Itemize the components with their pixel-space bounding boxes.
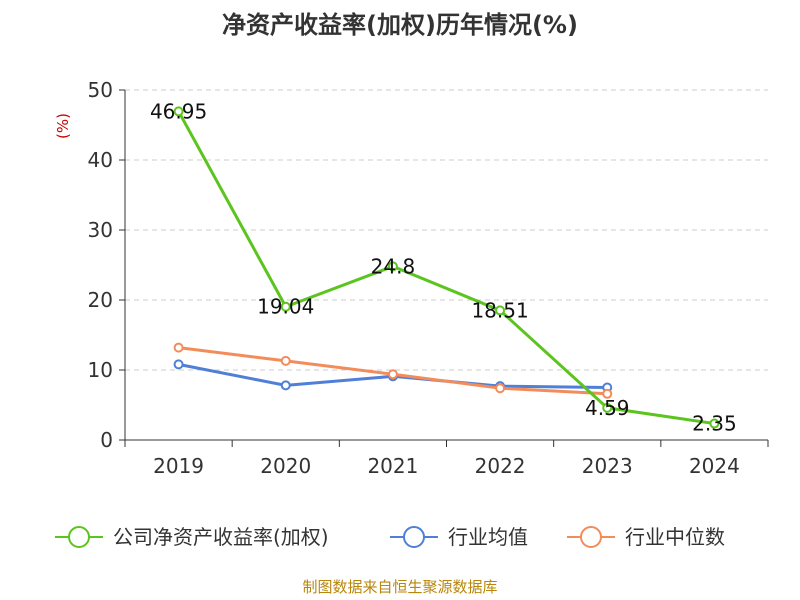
data-point	[387, 369, 398, 380]
x-tick-label: 2021	[367, 454, 418, 478]
data-point	[602, 388, 613, 399]
x-tick-label: 2022	[475, 454, 526, 478]
y-tick-label: 30	[88, 218, 113, 242]
legend-marker	[68, 526, 90, 548]
legend-label: 公司净资产收益率(加权)	[113, 525, 329, 549]
series-line	[177, 110, 715, 426]
data-labels: 46.95 19.04 24.8 18.51 4.59 2.35	[150, 99, 737, 435]
chart-title: 净资产收益率(加权)历年情况(%)	[222, 11, 578, 39]
data-point	[495, 305, 506, 316]
legend-label: 行业中位数	[625, 525, 725, 549]
y-tick-label: 40	[88, 148, 113, 172]
y-tick-label: 20	[88, 288, 113, 312]
data-point	[173, 342, 184, 353]
source-note: 制图数据来自恒生聚源数据库	[302, 578, 497, 596]
y-tick-label: 0	[100, 428, 113, 452]
data-label: 19.04	[257, 295, 314, 319]
data-point	[173, 106, 184, 117]
gridlines	[125, 89, 768, 371]
series-layer	[173, 106, 720, 429]
y-axis-unit: (%)	[54, 113, 72, 139]
data-label: 18.51	[471, 298, 528, 322]
axes: 0 10 20 30 40 50 2019 2020 2021 2022 2023 2024	[88, 78, 769, 478]
data-point	[280, 380, 291, 391]
y-tick-label: 50	[88, 78, 113, 102]
data-point	[602, 402, 613, 413]
legend-label: 行业均值	[448, 525, 528, 549]
data-point	[280, 355, 291, 366]
x-tick-label: 2024	[689, 454, 740, 478]
data-label: 24.8	[371, 254, 416, 278]
data-point	[280, 301, 291, 312]
data-point	[709, 418, 720, 429]
y-tick-label: 10	[88, 358, 113, 382]
data-point	[387, 261, 398, 272]
legend-marker	[580, 526, 602, 548]
legend: 公司净资产收益率(加权) 行业均值 行业中位数	[55, 525, 725, 549]
legend-marker	[403, 526, 425, 548]
data-label: 46.95	[150, 99, 207, 123]
data-point	[495, 383, 506, 394]
x-tick-label: 2019	[153, 454, 204, 478]
data-label: 2.35	[692, 412, 737, 436]
x-tick-label: 2023	[582, 454, 633, 478]
x-tick-label: 2020	[260, 454, 311, 478]
data-point	[173, 359, 184, 370]
data-label: 4.59	[585, 396, 630, 420]
